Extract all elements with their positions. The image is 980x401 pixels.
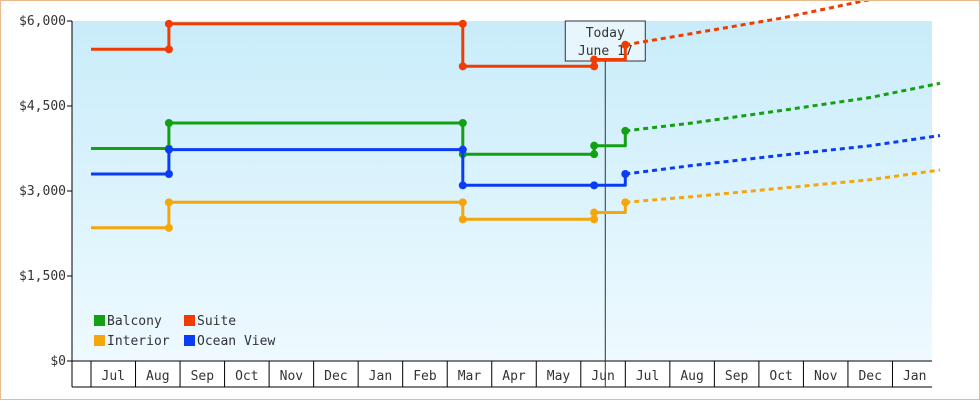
data-point bbox=[590, 150, 599, 159]
x-tick-label: Nov bbox=[280, 369, 304, 384]
data-point bbox=[164, 170, 173, 178]
today-label: Today bbox=[586, 26, 625, 41]
data-point bbox=[458, 19, 467, 28]
x-tick-label: Oct bbox=[235, 369, 258, 384]
series-suite bbox=[91, 1, 871, 71]
y-tick-label: $4,500 bbox=[19, 99, 66, 114]
x-tick-label: Dec bbox=[324, 369, 347, 384]
x-tick-label: Aug bbox=[680, 369, 703, 384]
data-point bbox=[164, 19, 173, 28]
legend-swatch bbox=[184, 335, 195, 346]
data-point bbox=[590, 55, 599, 64]
legend-item-ocean-view: Ocean View bbox=[184, 334, 275, 349]
legend-swatch bbox=[94, 315, 105, 326]
x-tick-label: Feb bbox=[413, 369, 437, 384]
data-point bbox=[621, 126, 630, 135]
data-point bbox=[590, 141, 599, 150]
x-tick-label: Aug bbox=[146, 369, 169, 384]
x-tick-label: Apr bbox=[502, 369, 526, 384]
data-point bbox=[164, 223, 173, 232]
x-tick-label: Dec bbox=[858, 369, 881, 384]
series-projection-interior bbox=[625, 168, 941, 204]
data-point bbox=[458, 62, 467, 71]
series-projection-suite bbox=[625, 1, 871, 47]
series-projection-balcony bbox=[625, 81, 941, 133]
x-tick-label: Mar bbox=[458, 369, 482, 384]
legend: Balcony Suite Interior Ocean View bbox=[94, 314, 275, 349]
y-axis: $0 $1,500 $3,000 $4,500 $6,000 bbox=[19, 14, 73, 387]
data-point bbox=[621, 198, 630, 207]
y-tick-label: $6,000 bbox=[19, 14, 66, 29]
x-tick-label: Nov bbox=[814, 369, 838, 384]
series-ocean-view bbox=[91, 134, 941, 190]
data-point bbox=[590, 208, 599, 217]
data-point bbox=[590, 62, 599, 71]
x-tick-label: May bbox=[547, 369, 571, 384]
data-point bbox=[164, 145, 173, 154]
legend-label: Suite bbox=[197, 314, 236, 329]
data-point bbox=[164, 45, 173, 54]
legend-label: Interior bbox=[107, 334, 170, 349]
legend-item-interior: Interior bbox=[94, 334, 170, 349]
data-point bbox=[458, 119, 467, 127]
x-tick-label: Jan bbox=[903, 369, 926, 384]
x-tick-label: Sep bbox=[191, 369, 215, 384]
legend-label: Ocean View bbox=[197, 334, 275, 349]
data-point bbox=[621, 170, 630, 178]
x-tick-label: Oct bbox=[769, 369, 792, 384]
data-point bbox=[458, 145, 467, 154]
series-line-ocean-view bbox=[91, 148, 627, 187]
legend-item-balcony: Balcony bbox=[94, 314, 162, 329]
y-tick-label: $3,000 bbox=[19, 184, 66, 199]
x-tick-label: Sep bbox=[725, 369, 749, 384]
data-point bbox=[458, 215, 467, 224]
legend-label: Balcony bbox=[107, 314, 162, 329]
legend-swatch bbox=[94, 335, 105, 346]
data-point bbox=[164, 198, 173, 207]
series-interior bbox=[91, 168, 941, 232]
today-date: June 17 bbox=[578, 44, 633, 59]
series-lines bbox=[91, 1, 941, 232]
plot-background bbox=[72, 21, 932, 361]
data-point bbox=[621, 40, 630, 49]
x-tick-label: Jul bbox=[102, 369, 125, 384]
data-point bbox=[458, 181, 467, 190]
data-point bbox=[164, 119, 173, 127]
legend-swatch bbox=[184, 315, 195, 326]
legend-item-suite: Suite bbox=[184, 314, 236, 329]
today-box bbox=[564, 20, 646, 62]
x-tick-label: Jul bbox=[636, 369, 659, 384]
x-axis: Jul Aug Sep Oct Nov Dec Jan Feb Mar Apr May Jun Jul A… bbox=[72, 360, 932, 388]
data-point bbox=[590, 215, 599, 224]
series-projection-ocean-view bbox=[625, 134, 941, 176]
data-point bbox=[458, 198, 467, 207]
x-tick-label: Jan bbox=[369, 369, 392, 384]
y-tick-label: $0 bbox=[50, 354, 66, 369]
data-point bbox=[590, 181, 599, 190]
x-tick-label: Jun bbox=[591, 369, 614, 384]
y-tick-label: $1,500 bbox=[19, 269, 66, 284]
today-marker: Today June 17 bbox=[564, 20, 646, 387]
